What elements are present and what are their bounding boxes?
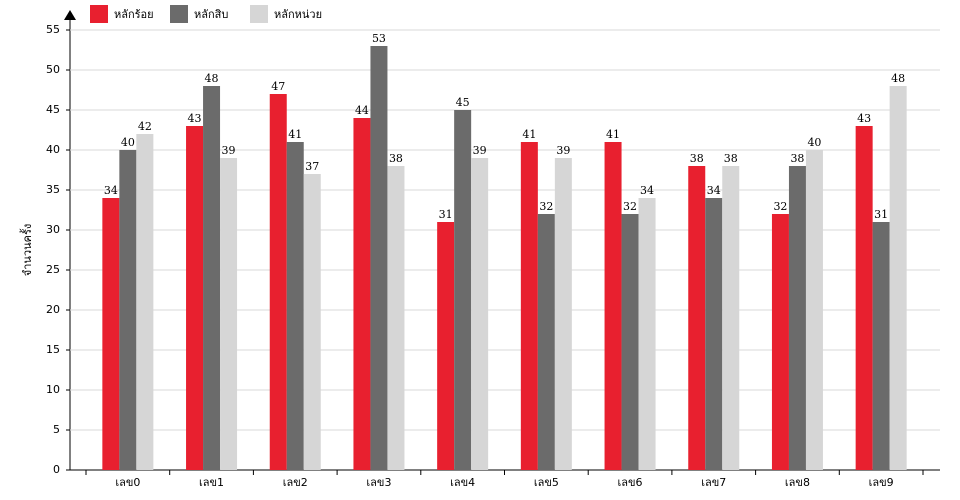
bar (269, 94, 287, 470)
value-label: 34 (707, 184, 721, 197)
value-label: 38 (790, 152, 804, 165)
value-label: 37 (305, 160, 319, 173)
x-tick-label: เลข3 (366, 476, 391, 489)
value-label: 41 (606, 128, 620, 141)
legend-label: หลักร้อย (114, 8, 154, 21)
legend-swatch (170, 5, 188, 23)
legend-swatch (90, 5, 108, 23)
bar (771, 214, 789, 470)
value-label: 34 (104, 184, 118, 197)
x-tick-label: เลข0 (115, 476, 140, 489)
x-tick-label: เลข8 (785, 476, 810, 489)
bar (722, 166, 740, 470)
value-label: 43 (857, 112, 871, 125)
y-tick-label: 30 (46, 223, 60, 236)
value-label: 53 (372, 32, 386, 45)
value-label: 45 (456, 96, 470, 109)
y-tick-label: 0 (53, 463, 60, 476)
value-label: 38 (724, 152, 738, 165)
y-tick-label: 15 (46, 343, 60, 356)
legend-swatch (250, 5, 268, 23)
y-tick-label: 55 (46, 23, 60, 36)
bar (387, 166, 405, 470)
y-tick-label: 45 (46, 103, 60, 116)
bar (353, 118, 371, 470)
value-label: 39 (222, 144, 236, 157)
bar (203, 86, 221, 470)
bar (688, 166, 706, 470)
value-label: 34 (640, 184, 654, 197)
bar (454, 110, 472, 470)
bar (872, 222, 890, 470)
y-axis-arrow (64, 10, 76, 20)
y-axis-label: จำนวนครั้ง (19, 224, 34, 276)
bar (136, 134, 154, 470)
value-label: 41 (522, 128, 536, 141)
value-label: 48 (891, 72, 905, 85)
bar (705, 198, 723, 470)
y-tick-label: 5 (53, 423, 60, 436)
x-tick-label: เลข7 (701, 476, 726, 489)
x-tick-label: เลข5 (534, 476, 559, 489)
value-label: 40 (121, 136, 135, 149)
y-tick-label: 50 (46, 63, 60, 76)
bar (554, 158, 572, 470)
value-label: 47 (271, 80, 285, 93)
bar (186, 126, 204, 470)
bar (604, 142, 622, 470)
bar (303, 174, 321, 470)
value-label: 31 (439, 208, 453, 221)
y-tick-label: 25 (46, 263, 60, 276)
bar (220, 158, 238, 470)
bar (855, 126, 873, 470)
value-label: 40 (807, 136, 821, 149)
y-tick-label: 10 (46, 383, 60, 396)
bar (520, 142, 538, 470)
value-label: 43 (188, 112, 202, 125)
x-tick-label: เลข2 (283, 476, 308, 489)
x-tick-label: เลข6 (618, 476, 643, 489)
bar (119, 150, 137, 470)
value-label: 42 (138, 120, 152, 133)
y-tick-label: 35 (46, 183, 60, 196)
x-tick-label: เลข1 (199, 476, 224, 489)
x-tick-label: เลข4 (450, 476, 475, 489)
bar (621, 214, 639, 470)
value-label: 39 (473, 144, 487, 157)
bar (805, 150, 823, 470)
value-label: 32 (773, 200, 787, 213)
bar (370, 46, 388, 470)
value-label: 32 (623, 200, 637, 213)
bar (286, 142, 304, 470)
value-label: 31 (874, 208, 888, 221)
bar (471, 158, 489, 470)
y-tick-label: 20 (46, 303, 60, 316)
bar (102, 198, 120, 470)
bar (788, 166, 806, 470)
bar (537, 214, 555, 470)
bar (638, 198, 656, 470)
y-tick-label: 40 (46, 143, 60, 156)
value-label: 38 (690, 152, 704, 165)
legend-label: หลักสิบ (194, 8, 228, 21)
bar (889, 86, 907, 470)
x-tick-label: เลข9 (869, 476, 894, 489)
bar (437, 222, 455, 470)
value-label: 44 (355, 104, 369, 117)
value-label: 41 (288, 128, 302, 141)
value-label: 32 (539, 200, 553, 213)
legend-label: หลักหน่วย (274, 8, 322, 21)
value-label: 38 (389, 152, 403, 165)
value-label: 48 (205, 72, 219, 85)
value-label: 39 (556, 144, 570, 157)
